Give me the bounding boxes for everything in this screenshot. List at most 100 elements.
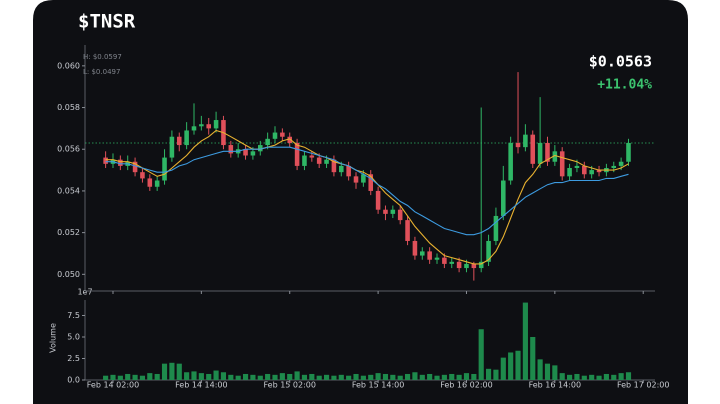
y-tick-label: 0.050 bbox=[57, 270, 80, 279]
candle-body bbox=[191, 126, 197, 131]
volume-bar bbox=[574, 373, 580, 380]
volume-bar bbox=[323, 374, 330, 380]
candle-body bbox=[228, 145, 234, 154]
volume-bar bbox=[228, 374, 234, 380]
candle-body bbox=[626, 142, 631, 162]
candle-body bbox=[361, 174, 366, 183]
volume-bar bbox=[375, 373, 381, 380]
x-tick-label: Feb 14 02:00 bbox=[87, 381, 139, 390]
volume-bar bbox=[515, 350, 521, 380]
y-tick-label: 2.5 bbox=[67, 354, 80, 363]
volume-bar bbox=[441, 374, 447, 380]
volume-bar bbox=[272, 374, 278, 380]
candle-body bbox=[596, 170, 602, 173]
candle-body bbox=[530, 134, 536, 164]
moving-average-line bbox=[105, 146, 629, 236]
volume-bar bbox=[117, 375, 123, 380]
x-tick-label: Feb 15 02:00 bbox=[263, 381, 315, 390]
candle-body bbox=[346, 165, 351, 177]
volume-bar bbox=[346, 375, 352, 380]
volume-bar bbox=[279, 373, 285, 380]
volume-bar bbox=[287, 373, 293, 380]
candle-body bbox=[559, 151, 565, 177]
candle-body bbox=[486, 240, 491, 262]
volume-bar bbox=[265, 373, 271, 380]
candle-body bbox=[383, 209, 388, 214]
candle-body bbox=[147, 178, 153, 187]
volume-bar bbox=[419, 374, 425, 380]
volume-bar bbox=[589, 374, 595, 380]
candle-body bbox=[545, 142, 550, 162]
y-tick-label: 5.0 bbox=[67, 332, 80, 341]
volume-bar bbox=[161, 363, 168, 380]
y-axis-label: Volume bbox=[49, 323, 58, 353]
volume-bar bbox=[611, 374, 617, 380]
volume-bar bbox=[257, 375, 263, 380]
volume-bar bbox=[471, 373, 477, 380]
x-tick-label: Feb 16 02:00 bbox=[440, 381, 492, 390]
high-label: H: $0.0597 bbox=[83, 53, 122, 61]
candle-body bbox=[280, 132, 285, 137]
candle-body bbox=[412, 240, 418, 256]
volume-bar bbox=[154, 373, 160, 380]
candle-body bbox=[508, 142, 513, 181]
candle-body bbox=[324, 159, 329, 164]
volume-bar bbox=[566, 374, 573, 380]
candle-body bbox=[375, 190, 381, 210]
candle-body bbox=[552, 151, 558, 162]
volume-bar bbox=[382, 373, 389, 380]
candle-body bbox=[353, 176, 359, 183]
candle-body bbox=[118, 159, 123, 166]
candle-body bbox=[154, 180, 160, 187]
y-tick-label: 0.058 bbox=[57, 103, 80, 112]
candle-body bbox=[427, 251, 432, 260]
candle-body bbox=[611, 165, 617, 168]
candle-body bbox=[471, 263, 477, 269]
volume-bar bbox=[508, 352, 514, 380]
volume-bar bbox=[434, 375, 440, 380]
candle-body bbox=[618, 161, 624, 166]
candle-body bbox=[316, 157, 322, 164]
candle-body bbox=[493, 215, 499, 241]
candle-body bbox=[478, 261, 484, 269]
candle-body bbox=[464, 263, 469, 269]
volume-bar bbox=[463, 373, 470, 380]
volume-bar bbox=[485, 368, 492, 380]
candle-body bbox=[405, 220, 410, 241]
volume-bar bbox=[596, 375, 602, 380]
candle-body bbox=[132, 161, 138, 173]
moving-average-line bbox=[105, 129, 629, 265]
volume-bar bbox=[250, 374, 256, 380]
candle-body bbox=[456, 261, 462, 269]
candle-body bbox=[287, 136, 293, 143]
candle-body bbox=[294, 142, 300, 166]
volume-bar bbox=[559, 373, 565, 380]
volume-bar bbox=[206, 373, 212, 380]
candle-body bbox=[243, 149, 248, 156]
candle-body bbox=[582, 165, 587, 175]
volume-bar bbox=[500, 357, 506, 380]
candle-body bbox=[537, 142, 543, 164]
candle-body bbox=[368, 174, 374, 191]
candle-body bbox=[103, 157, 108, 164]
candle-body bbox=[184, 130, 189, 146]
x-tick-label: Feb 15 14:00 bbox=[352, 381, 404, 390]
volume-bar bbox=[169, 362, 175, 380]
low-label: L: $0.0497 bbox=[83, 68, 120, 76]
volume-bar bbox=[184, 372, 190, 380]
volume-bar bbox=[360, 375, 366, 380]
volume-bar bbox=[404, 373, 411, 380]
volume-bar bbox=[198, 373, 204, 380]
candle-body bbox=[302, 155, 307, 166]
volume-bar bbox=[213, 370, 219, 380]
candle-body bbox=[515, 142, 521, 148]
volume-bar bbox=[522, 302, 528, 380]
volume-bar bbox=[176, 363, 182, 380]
volume-bar bbox=[552, 365, 558, 380]
volume-bar bbox=[368, 374, 374, 380]
candle-body bbox=[331, 159, 337, 173]
candle-body bbox=[589, 170, 594, 175]
volume-bar bbox=[220, 372, 227, 380]
volume-bar bbox=[493, 369, 499, 380]
